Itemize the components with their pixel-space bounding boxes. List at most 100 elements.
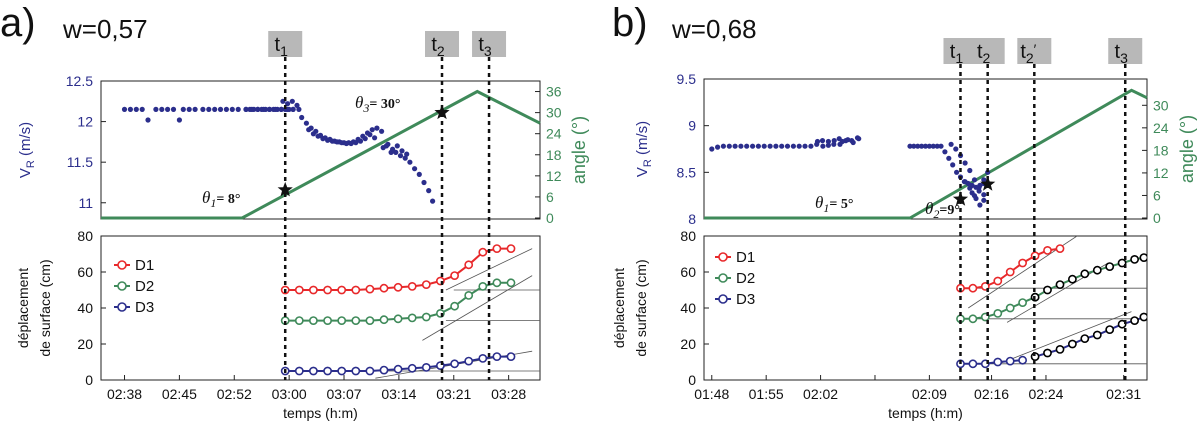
series-point-D3 bbox=[478, 353, 488, 363]
series-point-D1 bbox=[365, 284, 375, 294]
velocity-point bbox=[922, 143, 929, 149]
velocity-point bbox=[235, 106, 241, 112]
displacement-tick-label: 0 bbox=[85, 372, 93, 388]
angle-tick-label: 6 bbox=[1153, 187, 1161, 203]
theta-symbol: θ bbox=[815, 193, 823, 212]
velocity-point bbox=[720, 143, 727, 149]
series-point-D3 bbox=[337, 366, 347, 376]
velocity-point bbox=[278, 106, 284, 112]
star-marker bbox=[952, 191, 969, 206]
w-label: w=0,57 bbox=[62, 14, 148, 44]
series-point-D1 bbox=[492, 244, 502, 253]
velocity-point bbox=[139, 106, 145, 112]
time-marker-symbol: t bbox=[950, 41, 956, 63]
displacement-tick-label: 40 bbox=[680, 300, 696, 316]
time-axis-label: temps (h:m) bbox=[283, 405, 358, 421]
series-point-D3 bbox=[308, 366, 318, 376]
velocity-point bbox=[266, 106, 273, 112]
legend-marker bbox=[117, 260, 127, 270]
theta-value: = 8° bbox=[216, 192, 240, 207]
velocity-point bbox=[369, 127, 375, 133]
series-point-D2 bbox=[1018, 298, 1027, 307]
time-marker-symbol: t bbox=[977, 41, 983, 63]
velocity-point bbox=[967, 185, 973, 191]
velocity-point bbox=[919, 143, 925, 149]
legend-label: D1 bbox=[135, 257, 154, 274]
time-marker-label: t2 bbox=[431, 34, 445, 59]
velocity-point bbox=[430, 198, 436, 204]
velocity-point bbox=[744, 143, 750, 149]
velocity-point bbox=[750, 143, 756, 149]
series-point-D3 bbox=[393, 364, 403, 374]
series-point-D1 bbox=[393, 282, 403, 292]
legend-label: D2 bbox=[135, 278, 154, 295]
series-point-D3 bbox=[351, 366, 361, 376]
velocity-point bbox=[938, 143, 944, 149]
time-marker-box bbox=[268, 31, 303, 57]
time-tick-label: 03:14 bbox=[381, 386, 416, 402]
velocity-point bbox=[981, 192, 987, 198]
displacement-tick-label: 80 bbox=[680, 228, 696, 244]
velocity-point bbox=[911, 143, 917, 149]
velocity-point bbox=[953, 146, 959, 152]
velocity-point bbox=[930, 143, 936, 149]
time-axis-label: temps (h:m) bbox=[888, 405, 963, 421]
velocity-axis-unit: (m/s) bbox=[17, 122, 34, 160]
series-point-D2-end bbox=[1117, 258, 1127, 268]
series-point-D2-end bbox=[1043, 285, 1052, 295]
velocity-axis-subscript: R bbox=[642, 159, 654, 167]
velocity-point bbox=[159, 106, 165, 112]
reference-line bbox=[999, 311, 1132, 365]
velocity-point bbox=[950, 162, 956, 168]
velocity-point bbox=[296, 106, 302, 112]
velocity-point bbox=[726, 143, 732, 149]
theta-symbol: θ bbox=[202, 188, 210, 207]
velocity-point bbox=[357, 138, 364, 144]
series-point-D3 bbox=[1018, 355, 1027, 365]
series-point-D2 bbox=[323, 316, 332, 325]
angle-axis-label: angle (°) bbox=[1177, 115, 1197, 183]
angle-tick-label: 30 bbox=[546, 105, 562, 121]
time-marker-box bbox=[425, 31, 460, 57]
reference-line bbox=[422, 275, 533, 341]
theta-subscript: 2 bbox=[933, 207, 939, 221]
velocity-point bbox=[820, 143, 826, 149]
series-point-D1 bbox=[379, 283, 389, 293]
series-point-D1 bbox=[478, 247, 488, 257]
theta-value: = 30° bbox=[369, 97, 400, 112]
time-marker-label: t2′ bbox=[1020, 41, 1036, 66]
velocity-point bbox=[985, 169, 991, 175]
bottom-axes-frame bbox=[100, 235, 541, 381]
legend-marker bbox=[718, 252, 728, 262]
panel-label: b) bbox=[612, 1, 648, 45]
series-point-D2 bbox=[379, 315, 389, 325]
velocity-point bbox=[223, 106, 229, 112]
series-point-D1 bbox=[993, 276, 1003, 286]
velocity-point bbox=[251, 106, 257, 112]
time-tick-label: 03:00 bbox=[272, 386, 307, 402]
theta-value: =9° bbox=[939, 203, 960, 218]
series-point-D2-end bbox=[1055, 280, 1065, 289]
time-tick-label: 02:16 bbox=[974, 386, 1009, 402]
series-point-D2-end bbox=[1130, 254, 1139, 264]
velocity-axis-subscript: R bbox=[25, 160, 37, 168]
velocity-point bbox=[343, 140, 349, 147]
time-marker-symbol: t bbox=[478, 34, 484, 56]
velocity-point bbox=[299, 114, 305, 121]
velocity-axis-unit: (m/s) bbox=[634, 121, 651, 159]
velocity-point bbox=[839, 138, 845, 145]
time-marker-label: t3 bbox=[478, 34, 492, 59]
theta-subscript: 1 bbox=[823, 201, 829, 215]
angle-series-line bbox=[704, 88, 1148, 220]
velocity-point bbox=[394, 143, 400, 149]
theta-symbol: θ bbox=[355, 93, 363, 112]
time-tick-label: 03:28 bbox=[491, 386, 526, 402]
velocity-point bbox=[976, 188, 982, 194]
time-marker-subscript: 2 bbox=[1026, 50, 1034, 66]
series-point-D3 bbox=[464, 356, 474, 366]
velocity-point bbox=[259, 106, 265, 112]
velocity-point bbox=[372, 135, 378, 141]
velocity-point bbox=[217, 106, 224, 112]
velocity-tick-label: 9 bbox=[688, 118, 696, 134]
series-point-D3-end bbox=[1068, 339, 1077, 349]
